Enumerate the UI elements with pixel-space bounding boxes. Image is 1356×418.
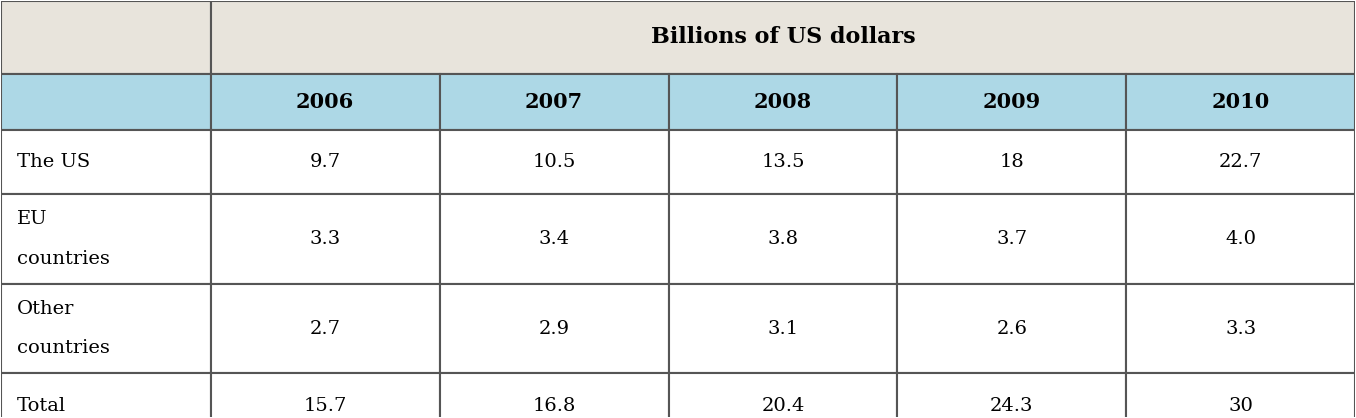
Bar (210, 130, 439, 194)
Bar (1127, 373, 1355, 418)
Bar (210, 1, 1355, 74)
Text: 18: 18 (999, 153, 1024, 171)
Text: 20.4: 20.4 (761, 397, 804, 415)
Bar (210, 373, 439, 418)
Text: Billions of US dollars: Billions of US dollars (651, 26, 915, 48)
Text: 3.7: 3.7 (997, 230, 1028, 248)
Bar (210, 194, 439, 284)
Bar (1127, 284, 1355, 373)
Text: 2010: 2010 (1212, 92, 1271, 112)
Text: 15.7: 15.7 (304, 397, 347, 415)
Text: 24.3: 24.3 (990, 397, 1033, 415)
Text: 2.6: 2.6 (997, 320, 1028, 338)
Text: 2008: 2008 (754, 92, 812, 112)
Text: 3.1: 3.1 (767, 320, 799, 338)
Bar (1, 194, 210, 284)
Text: 2007: 2007 (525, 92, 583, 112)
Bar (898, 194, 1127, 284)
Bar (898, 284, 1127, 373)
Bar (1127, 194, 1355, 284)
Text: Other: Other (16, 300, 75, 318)
Bar (1, 284, 210, 373)
Bar (898, 373, 1127, 418)
Text: 2006: 2006 (296, 92, 354, 112)
Bar (898, 130, 1127, 194)
Bar (1, 373, 210, 418)
Text: countries: countries (16, 250, 110, 268)
Bar (1127, 74, 1355, 130)
Bar (669, 284, 898, 373)
Bar (669, 74, 898, 130)
Text: 16.8: 16.8 (533, 397, 576, 415)
Text: 9.7: 9.7 (309, 153, 340, 171)
Bar (439, 130, 669, 194)
Bar (439, 74, 669, 130)
Bar (439, 373, 669, 418)
Bar (1127, 130, 1355, 194)
Text: The US: The US (16, 153, 89, 171)
Text: 2.9: 2.9 (538, 320, 570, 338)
Text: 2009: 2009 (983, 92, 1041, 112)
Bar (1, 74, 210, 130)
Bar (669, 373, 898, 418)
Bar (439, 284, 669, 373)
Bar (669, 194, 898, 284)
Text: 3.8: 3.8 (767, 230, 799, 248)
Text: 3.4: 3.4 (538, 230, 570, 248)
Text: 3.3: 3.3 (309, 230, 340, 248)
Bar (210, 284, 439, 373)
Text: Total: Total (16, 397, 66, 415)
Bar (1, 130, 210, 194)
Bar (669, 130, 898, 194)
Text: 10.5: 10.5 (533, 153, 576, 171)
Text: 4.0: 4.0 (1226, 230, 1257, 248)
Text: EU: EU (16, 210, 47, 228)
Text: 13.5: 13.5 (761, 153, 804, 171)
Bar (210, 74, 439, 130)
Text: 30: 30 (1229, 397, 1253, 415)
Bar (898, 74, 1127, 130)
Text: 22.7: 22.7 (1219, 153, 1262, 171)
Text: 3.3: 3.3 (1226, 320, 1257, 338)
Bar (1, 1, 210, 74)
Text: countries: countries (16, 339, 110, 357)
Bar (439, 194, 669, 284)
Text: 2.7: 2.7 (309, 320, 340, 338)
